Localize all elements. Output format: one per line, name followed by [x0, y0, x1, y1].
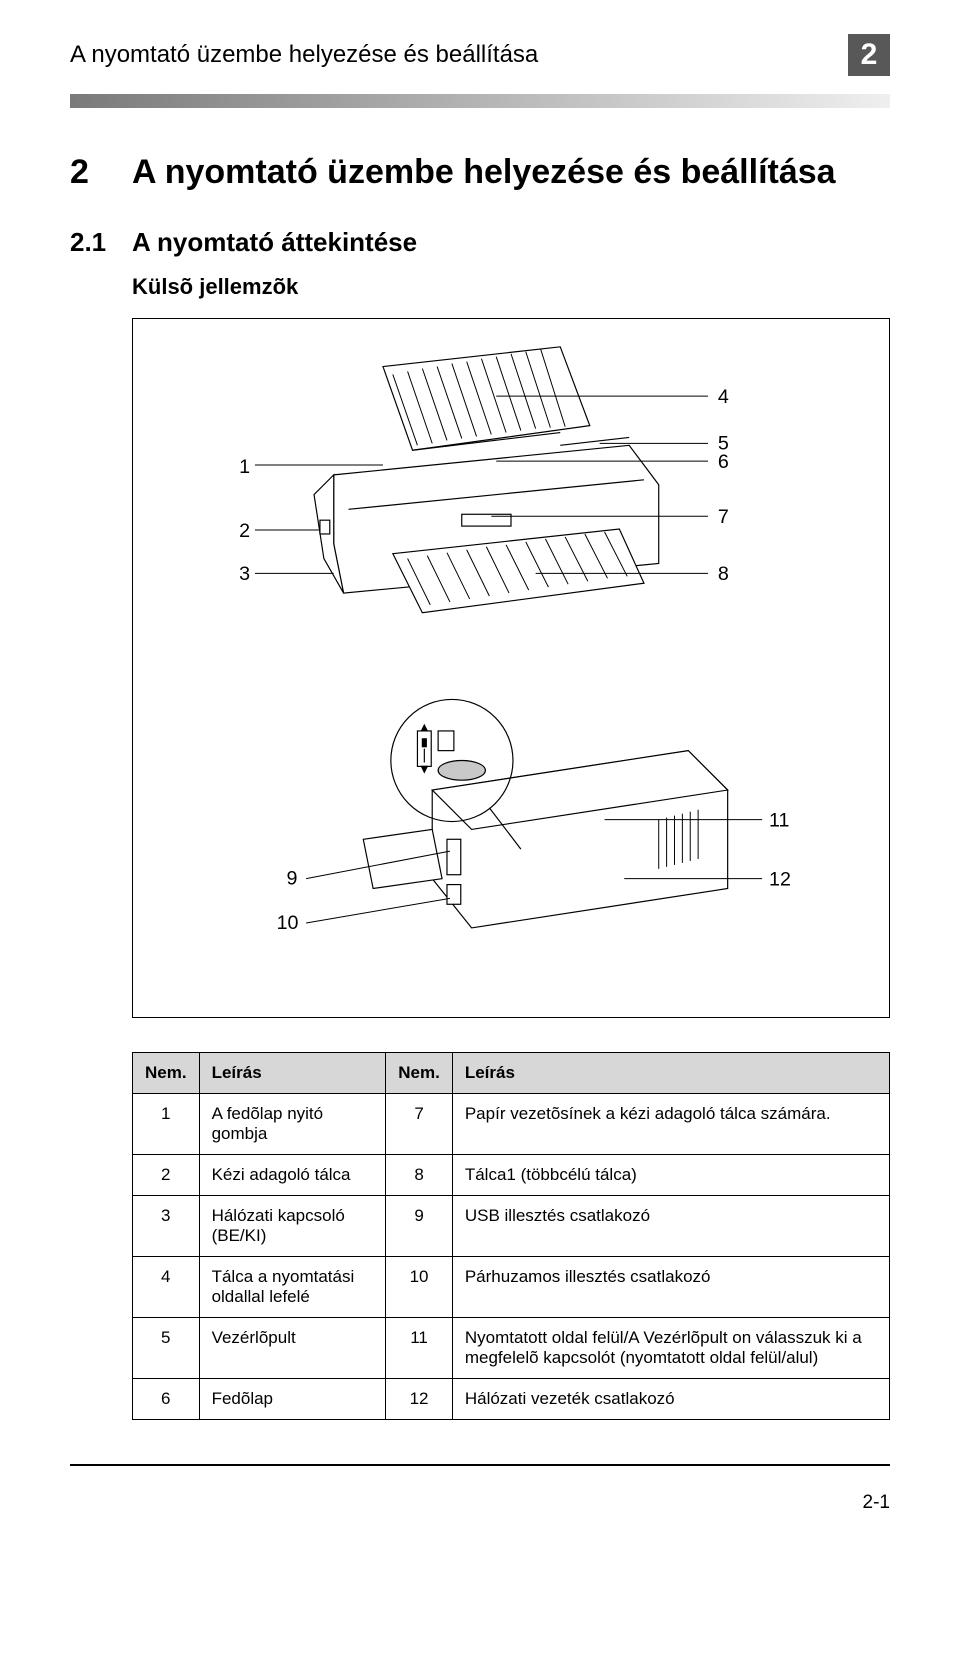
- section-heading: 2 A nyomtató üzembe helyezése és beállít…: [70, 152, 890, 193]
- col-desc-2: Leírás: [452, 1052, 889, 1093]
- page-number: 2-1: [863, 1492, 890, 1514]
- table-row: 4 Tálca a nyomtatási oldallal lefelé 10 …: [133, 1256, 890, 1317]
- col-num-2: Nem.: [386, 1052, 453, 1093]
- table-row: 1 A fedõlap nyitó gombja 7 Papír vezetõs…: [133, 1093, 890, 1154]
- section-number: 2: [70, 153, 132, 192]
- footer-divider: [70, 1464, 890, 1466]
- table-row: 5 Vezérlõpult 11 Nyomtatott oldal felül/…: [133, 1317, 890, 1378]
- callout-9: 9: [286, 867, 297, 889]
- subheading: Külsõ jellemzõk: [132, 274, 890, 300]
- callout-8: 8: [718, 563, 729, 585]
- printer-illustration: 1 2 3 4 5 6 7 8: [193, 337, 829, 987]
- chapter-number-badge: 2: [848, 34, 890, 76]
- header-divider: [70, 94, 890, 108]
- callout-4: 4: [718, 386, 729, 408]
- subsection-title: A nyomtató áttekintése: [132, 227, 417, 258]
- running-title: A nyomtató üzembe helyezése és beállítás…: [70, 41, 848, 69]
- col-num-1: Nem.: [133, 1052, 200, 1093]
- description-table: Nem. Leírás Nem. Leírás 1 A fedõlap nyit…: [132, 1052, 890, 1420]
- callout-6: 6: [718, 451, 729, 473]
- printer-diagram: 1 2 3 4 5 6 7 8: [132, 318, 890, 1018]
- col-desc-1: Leírás: [199, 1052, 386, 1093]
- table-header-row: Nem. Leírás Nem. Leírás: [133, 1052, 890, 1093]
- table-row: 6 Fedõlap 12 Hálózati vezeték csatlakozó: [133, 1378, 890, 1419]
- subsection-number: 2.1: [70, 227, 132, 258]
- running-header: A nyomtató üzembe helyezése és beállítás…: [70, 34, 890, 76]
- callout-1: 1: [239, 456, 250, 478]
- callout-2: 2: [239, 520, 250, 542]
- page-footer: 2-1: [70, 1486, 890, 1514]
- callout-12: 12: [769, 868, 791, 890]
- callout-7: 7: [718, 506, 729, 528]
- document-page: A nyomtató üzembe helyezése és beállítás…: [0, 0, 960, 1554]
- callout-11: 11: [769, 809, 789, 831]
- section-title: A nyomtató üzembe helyezése és beállítás…: [132, 152, 836, 193]
- subsection-heading: 2.1 A nyomtató áttekintése: [70, 227, 890, 258]
- callout-10: 10: [277, 912, 299, 934]
- callout-3: 3: [239, 563, 250, 585]
- table-row: 2 Kézi adagoló tálca 8 Tálca1 (többcélú …: [133, 1154, 890, 1195]
- table-row: 3 Hálózati kapcsoló (BE/KI) 9 USB illesz…: [133, 1195, 890, 1256]
